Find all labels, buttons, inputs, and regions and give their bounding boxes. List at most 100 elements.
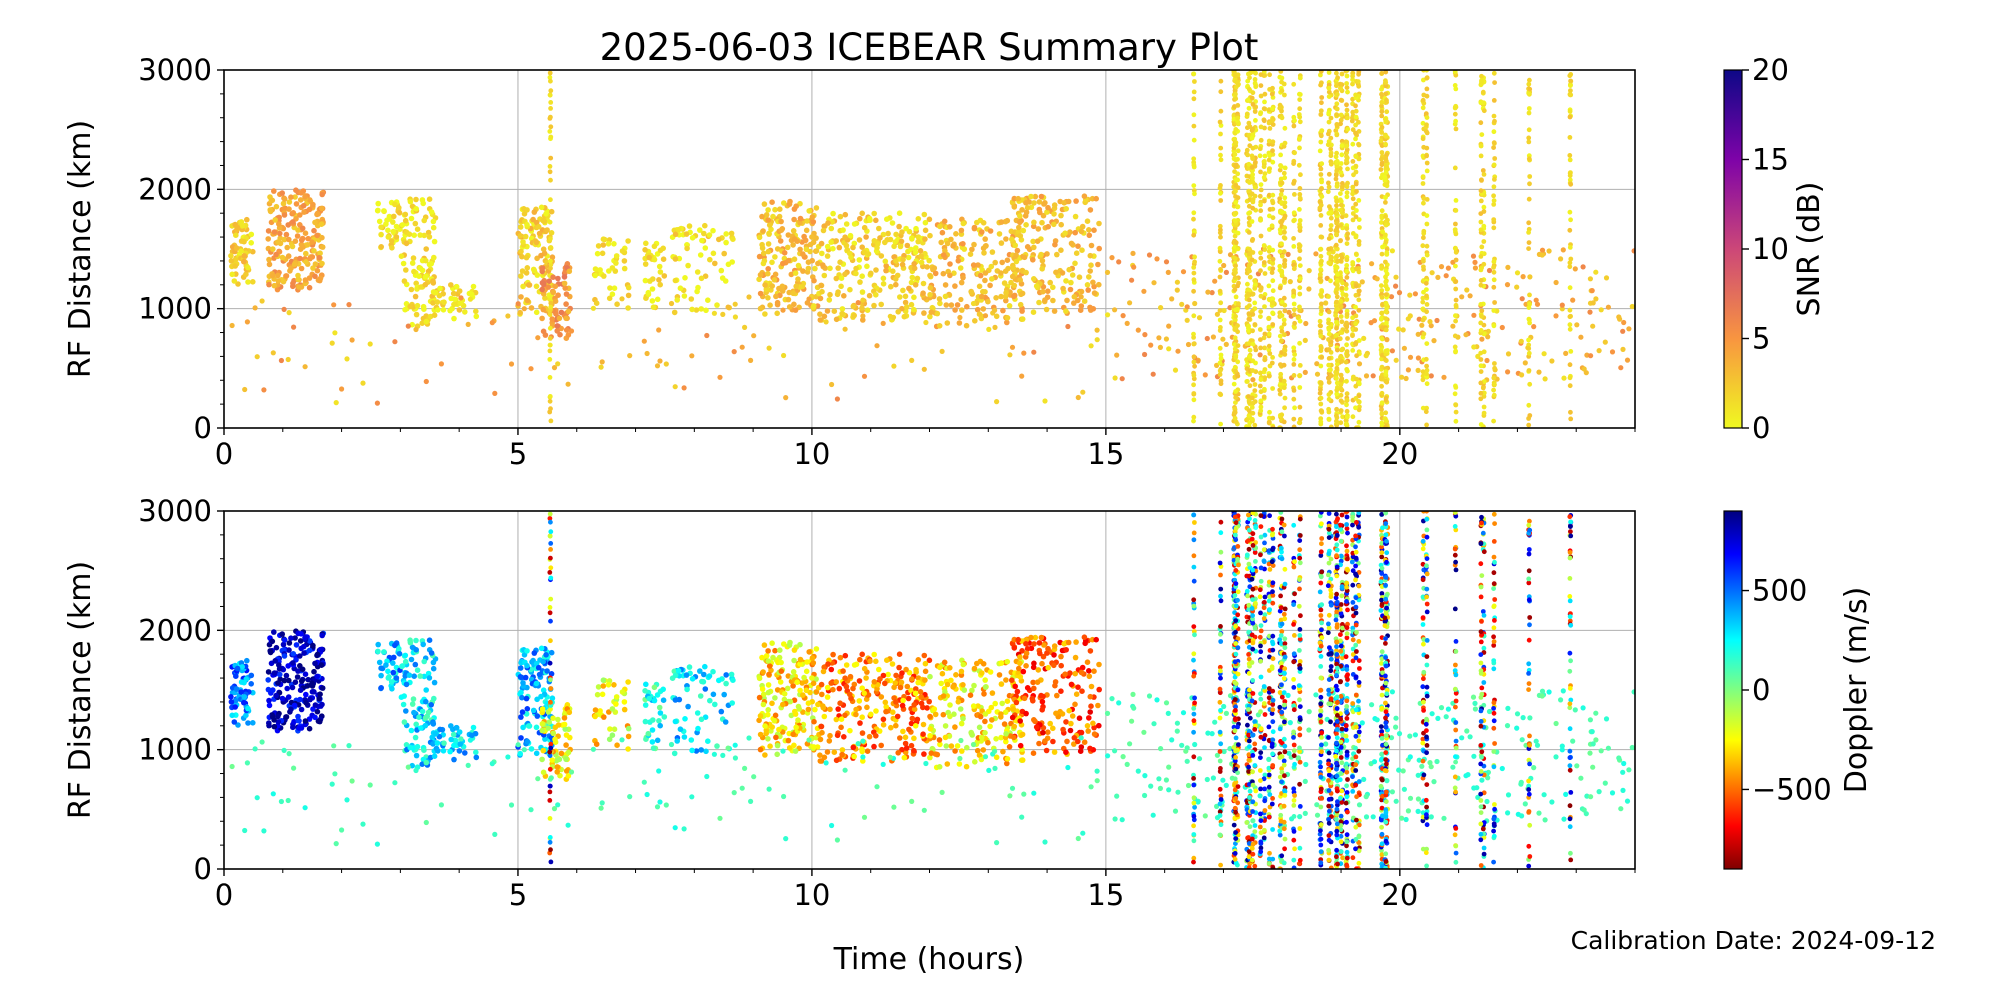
snr-point (818, 282, 824, 289)
snr-point (1064, 297, 1070, 304)
snr-point (547, 336, 553, 341)
doppler-point (524, 706, 531, 712)
snr-point (897, 243, 904, 250)
snr-point (942, 293, 949, 300)
snr-point (790, 242, 796, 248)
snr-point (1338, 252, 1344, 258)
snr-point (1214, 311, 1220, 317)
snr-point (1334, 380, 1340, 386)
snr-point (1338, 86, 1343, 91)
snr-point (1060, 285, 1066, 292)
snr-point (1470, 253, 1477, 259)
doppler-point (520, 680, 526, 686)
snr-point (278, 357, 284, 364)
snr-point (1443, 273, 1449, 279)
snr-point (1393, 357, 1399, 363)
snr-point (864, 307, 871, 314)
snr-point (1246, 215, 1252, 221)
snr-point (1297, 318, 1303, 324)
snr-point (837, 259, 843, 266)
snr-point (1191, 137, 1197, 143)
snr-point (893, 258, 899, 264)
doppler-point (317, 718, 323, 725)
snr-point (1478, 254, 1484, 259)
snr-point (1297, 285, 1303, 291)
snr-point (1053, 269, 1059, 276)
doppler-point (525, 723, 532, 729)
snr-point (376, 218, 383, 225)
snr-point (1339, 347, 1345, 353)
snr-point (824, 308, 831, 314)
snr-point (1017, 277, 1023, 283)
snr-point (1370, 373, 1376, 379)
doppler-point (317, 691, 323, 697)
snr-point (847, 286, 853, 293)
snr-point (756, 276, 762, 283)
snr-point (1452, 83, 1458, 88)
snr-point (458, 295, 464, 301)
snr-point (538, 204, 545, 211)
snr-point (231, 278, 238, 284)
snr-point (1407, 313, 1413, 319)
snr-point (1218, 421, 1223, 427)
snr-point (1084, 218, 1091, 224)
snr-point (1383, 195, 1388, 201)
snr-point (462, 309, 468, 315)
snr-point (1218, 381, 1224, 387)
snr-point (979, 229, 985, 235)
snr-point (1326, 356, 1332, 361)
snr-point (813, 235, 819, 241)
snr-point (971, 241, 977, 248)
snr-point (420, 200, 427, 207)
snr-point (811, 303, 817, 309)
snr-point (791, 216, 797, 223)
snr-point (1270, 386, 1275, 391)
snr-point (273, 203, 280, 210)
snr-point (304, 242, 311, 248)
snr-point (1384, 320, 1389, 326)
snr-point (936, 323, 943, 329)
doppler-point (294, 674, 301, 680)
snr-point (1217, 317, 1223, 323)
snr-point (344, 356, 350, 362)
snr-point (1567, 314, 1573, 320)
snr-point (893, 231, 899, 238)
snr-point (1527, 413, 1533, 418)
snr-point (301, 209, 307, 215)
snr-point (785, 296, 792, 303)
snr-point (375, 200, 382, 207)
snr-point (1267, 351, 1273, 356)
doppler-point (306, 647, 313, 654)
snr-point (1014, 247, 1021, 254)
snr-point (1378, 167, 1384, 172)
doppler-point (316, 695, 323, 702)
snr-point (1350, 217, 1356, 223)
doppler-point (434, 740, 441, 746)
snr-point (958, 279, 965, 286)
snr-point (1258, 404, 1264, 410)
doppler-point (234, 665, 241, 672)
snr-point (927, 291, 933, 298)
snr-point (1292, 150, 1297, 156)
snr-point (1067, 286, 1074, 293)
snr-point (978, 315, 985, 322)
snr-point (1345, 231, 1350, 237)
snr-point (1453, 118, 1458, 124)
snr-point (860, 317, 866, 323)
snr-point (1258, 72, 1264, 77)
snr-point (548, 124, 554, 130)
snr-point (1356, 361, 1363, 367)
snr-point (1003, 290, 1009, 296)
snr-point (1567, 264, 1573, 270)
doppler-point (233, 673, 239, 679)
snr-point (1232, 256, 1238, 261)
snr-point (689, 235, 696, 241)
snr-point (896, 210, 903, 216)
doppler-point (524, 662, 530, 669)
snr-point (566, 268, 573, 275)
snr-point (1038, 251, 1044, 258)
snr-point (549, 316, 555, 322)
doppler-point (319, 701, 325, 708)
snr-point (296, 284, 302, 290)
snr-point (992, 324, 998, 330)
